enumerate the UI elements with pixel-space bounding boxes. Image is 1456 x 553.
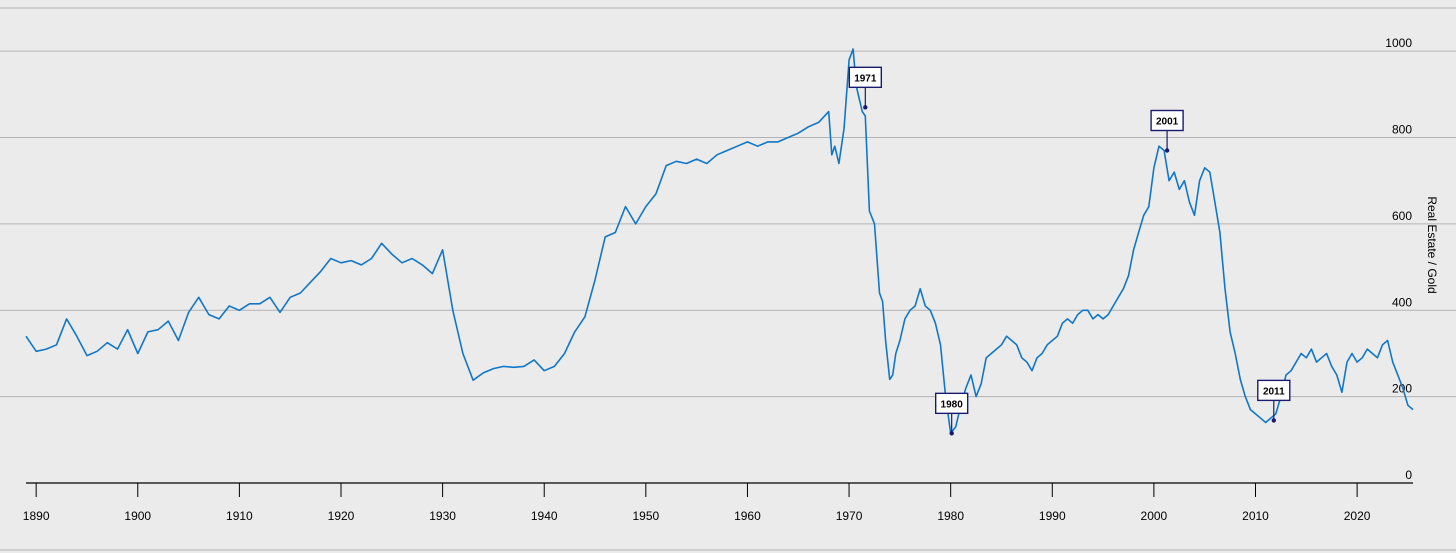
annotation: 1980 [934,392,969,436]
x-tick-label: 1900 [124,509,151,523]
x-tick-label: 1920 [328,509,355,523]
annotation-box [848,66,883,89]
y-axis: 0 200 400 600 800 1000 [1385,36,1412,482]
x-tick-label: 1990 [1039,509,1066,523]
y-tick-label: 200 [1392,382,1412,396]
x-tick-label: 1960 [734,509,761,523]
annotation-point [1271,418,1276,423]
annotation-box [1257,379,1291,402]
series [25,48,1414,435]
annotation-point [863,105,868,110]
annotation-label: 2001 [1156,117,1179,128]
x-tick-label: 1940 [531,509,558,523]
y-tick-label: 400 [1392,295,1412,309]
x-tick-label: 1930 [429,509,456,523]
y-tick-label: 600 [1392,209,1412,223]
x-tick-label: 2010 [1242,509,1269,523]
annotation-point [1164,148,1170,153]
x-tick-label: 2000 [1141,509,1168,523]
x-tick-label: 1910 [226,509,253,523]
x-tick-label: 1950 [632,509,659,523]
annotation-label: 1971 [854,73,877,84]
annotation-label: 2011 [1263,386,1285,397]
annotation-box [1150,109,1184,132]
y-tick-label: 800 [1392,123,1412,137]
annotation-box [934,392,969,415]
x-tick-label: 1970 [836,509,863,523]
series-line [25,48,1414,435]
annotation: 2001 [1150,109,1184,153]
x-tick-label: 1980 [937,509,964,523]
annotation: 2011 [1257,379,1291,423]
annotation: 1971 [848,66,883,110]
annotations: 1971 1980 2001 2011 [848,66,1291,436]
y-tick-label: 1000 [1385,36,1412,50]
annotation-label: 1980 [941,399,964,410]
x-tick-label: 1890 [23,509,50,523]
y-axis-label: Real Estate / Gold [1425,196,1439,293]
x-axis: 1890 1900 1910 1920 1930 1940 1950 1960 1970 1980… [23,482,1413,523]
y-tick-label: 0 [1405,468,1412,482]
grid [0,7,1456,551]
x-tick-label: 2020 [1344,509,1371,523]
annotation-point [949,431,954,436]
